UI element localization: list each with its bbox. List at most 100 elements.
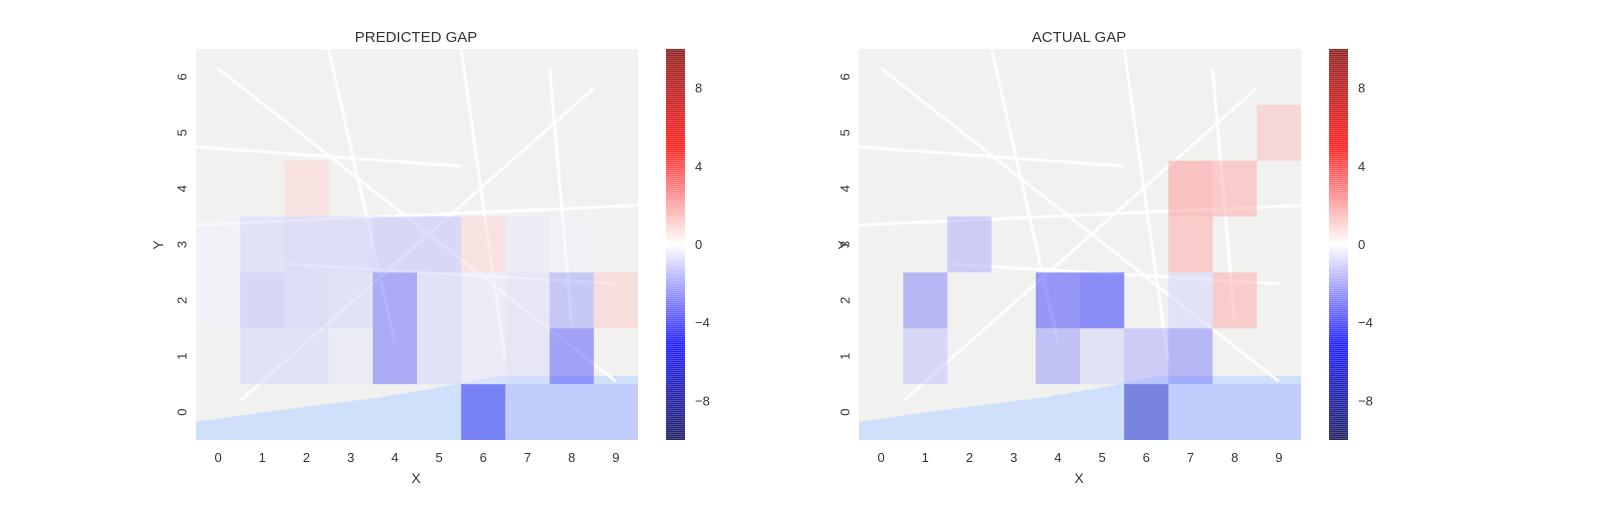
heatmap-cell bbox=[284, 160, 329, 217]
heatmap-cell bbox=[549, 328, 594, 385]
colorbar: 8 4 0 −4 −8 bbox=[1329, 49, 1373, 440]
heatmap-cell bbox=[505, 216, 550, 273]
heatmap-cell bbox=[1080, 328, 1125, 385]
x-tick-label: 3 bbox=[347, 450, 354, 465]
y-tick-labels: 0 1 2 3 4 5 6 bbox=[838, 73, 853, 415]
x-tick-label: 2 bbox=[966, 450, 973, 465]
heatmap-cell bbox=[196, 272, 241, 329]
x-tick-label: 3 bbox=[1010, 450, 1017, 465]
map-road bbox=[1122, 48, 1170, 363]
heatmap-cell bbox=[505, 272, 550, 329]
heatmap-cell bbox=[461, 216, 506, 273]
colorbar-tick-label: −8 bbox=[1358, 393, 1373, 408]
y-tick-label: 1 bbox=[838, 353, 853, 360]
colorbar-tick-label: −8 bbox=[695, 393, 710, 408]
heatmap-cell bbox=[240, 328, 285, 385]
heatmap-cell bbox=[1212, 272, 1257, 329]
heatmap-cell bbox=[328, 216, 373, 273]
map-road bbox=[947, 262, 1279, 286]
heatmap-cell bbox=[903, 328, 948, 385]
colorbar-texture bbox=[666, 49, 685, 440]
map-road bbox=[217, 67, 617, 383]
x-tick-label: 1 bbox=[922, 450, 929, 465]
heatmap-cell bbox=[1124, 328, 1169, 385]
colorbar: 8 4 0 −4 −8 bbox=[666, 49, 710, 440]
heatmap-cell bbox=[903, 272, 948, 329]
heatmap-cell bbox=[372, 272, 417, 329]
y-tick-label: 4 bbox=[175, 185, 190, 192]
y-tick-label: 3 bbox=[838, 241, 853, 248]
heatmap-cell bbox=[1256, 384, 1301, 440]
x-tick-label: 9 bbox=[1275, 450, 1282, 465]
y-axis-label: Y bbox=[150, 240, 166, 250]
colorbar-tick-label: −4 bbox=[695, 315, 710, 330]
x-tick-labels: 0 1 2 3 4 5 6 7 8 9 bbox=[214, 450, 619, 465]
heatmap-cell bbox=[328, 328, 373, 385]
map-road bbox=[459, 48, 507, 363]
y-tick-label: 3 bbox=[175, 241, 190, 248]
y-tick-label: 1 bbox=[175, 353, 190, 360]
actual-gap-chart: ACTUAL GAP 0 1 2 3 4 5 6 7 8 9 0 1 2 3 4 5 6 X Y 8 4 0 −4 −… bbox=[835, 29, 1373, 486]
heatmap-cell bbox=[1035, 272, 1080, 329]
map-road bbox=[195, 145, 462, 168]
map-road bbox=[902, 86, 1258, 403]
colorbar-tick-label: 0 bbox=[1358, 237, 1365, 252]
colorbar-tick-label: −4 bbox=[1358, 315, 1373, 330]
heatmap-cell bbox=[1168, 272, 1213, 329]
map-background bbox=[195, 48, 639, 440]
map-river bbox=[859, 376, 1301, 440]
map-road bbox=[858, 203, 1302, 227]
x-tick-label: 6 bbox=[480, 450, 487, 465]
heatmap-cell bbox=[1168, 328, 1213, 385]
x-tick-label: 4 bbox=[391, 450, 398, 465]
colorbar-tick-label: 4 bbox=[695, 159, 702, 174]
x-tick-label: 9 bbox=[612, 450, 619, 465]
x-tick-label: 5 bbox=[1098, 450, 1105, 465]
map-background bbox=[858, 48, 1302, 440]
x-tick-label: 7 bbox=[524, 450, 531, 465]
heatmap-cell bbox=[372, 216, 417, 273]
heatmap-cell bbox=[372, 328, 417, 385]
heatmap-cell bbox=[1168, 216, 1213, 273]
heatmap-cell bbox=[461, 384, 506, 440]
heatmap-cell bbox=[593, 272, 638, 329]
map-river bbox=[196, 376, 638, 440]
x-tick-label: 0 bbox=[214, 450, 221, 465]
heatmap-cell bbox=[1212, 384, 1257, 440]
y-tick-label: 6 bbox=[175, 73, 190, 80]
heatmap-cell bbox=[1035, 328, 1080, 385]
map-road bbox=[239, 86, 595, 403]
y-tick-label: 6 bbox=[838, 73, 853, 80]
heatmap-cell bbox=[284, 272, 329, 329]
chart-title: ACTUAL GAP bbox=[1032, 29, 1126, 46]
heatmap-cell bbox=[549, 216, 594, 273]
heatmap-cell bbox=[417, 328, 462, 385]
y-tick-label: 0 bbox=[838, 408, 853, 415]
colorbar-tick-label: 4 bbox=[1358, 159, 1365, 174]
x-axis-label: X bbox=[411, 470, 421, 486]
x-tick-label: 8 bbox=[1231, 450, 1238, 465]
heatmap-cell bbox=[417, 272, 462, 329]
colorbar-tick-label: 8 bbox=[695, 81, 702, 96]
x-tick-label: 2 bbox=[303, 450, 310, 465]
heatmap-cell bbox=[240, 216, 285, 273]
x-tick-label: 5 bbox=[435, 450, 442, 465]
y-tick-label: 4 bbox=[838, 185, 853, 192]
heatmap-cell bbox=[1124, 384, 1169, 440]
heatmap-cell bbox=[1212, 160, 1257, 217]
heatmap-cell bbox=[1168, 384, 1213, 440]
heatmap-cell bbox=[328, 272, 373, 329]
x-tick-label: 4 bbox=[1054, 450, 1061, 465]
heatmap-cell bbox=[284, 328, 329, 385]
heatmap-cell bbox=[505, 384, 550, 440]
heatmap-cells bbox=[196, 160, 638, 440]
heatmap-cell bbox=[196, 216, 241, 273]
x-tick-label: 6 bbox=[1143, 450, 1150, 465]
heatmap-cell bbox=[549, 272, 594, 329]
map-road bbox=[1211, 68, 1237, 323]
x-tick-label: 7 bbox=[1187, 450, 1194, 465]
heatmap-cell bbox=[947, 216, 992, 273]
heatmap-cell bbox=[1256, 104, 1301, 161]
map-road bbox=[195, 203, 639, 227]
